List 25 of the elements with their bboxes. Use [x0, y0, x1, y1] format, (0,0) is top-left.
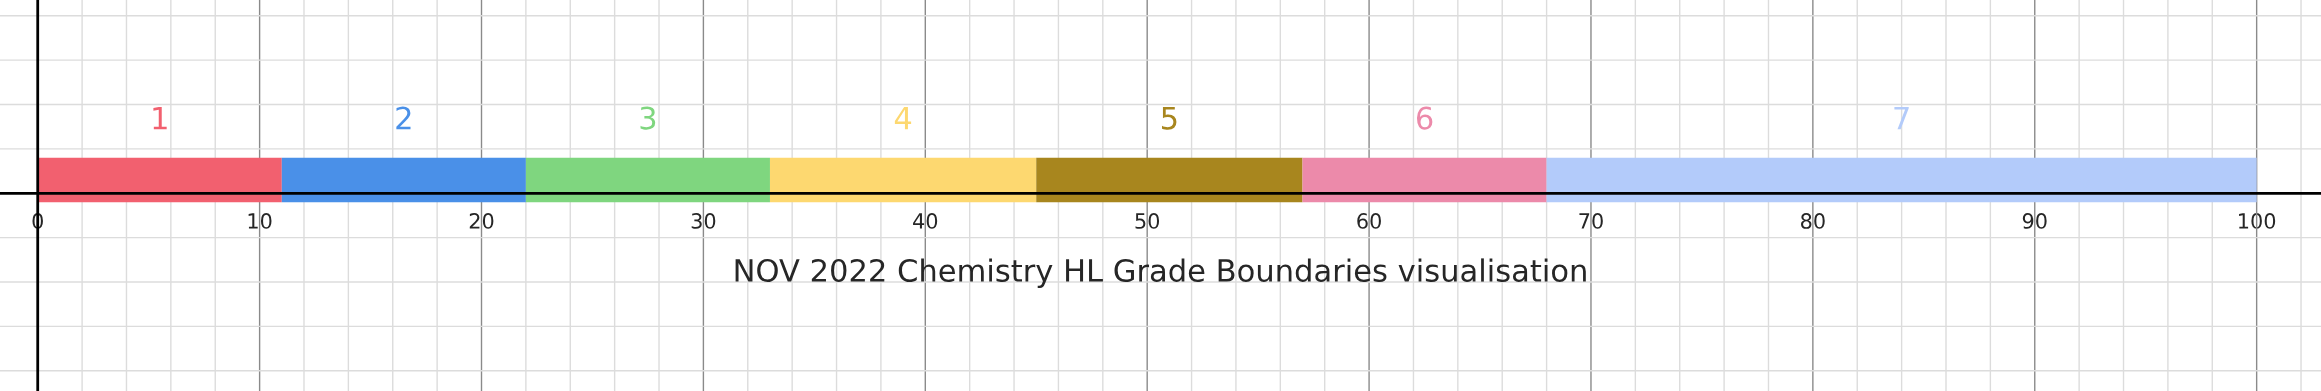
x-tick-label: 40	[913, 213, 938, 229]
series-label: 5	[1162, 106, 1177, 130]
series-label: 7	[1894, 106, 1909, 130]
x-tick-label: 20	[469, 213, 494, 229]
bar	[281, 157, 526, 203]
x-tick-label: 80	[1801, 213, 1825, 229]
series-label: 3	[640, 106, 656, 130]
x-tick-label: 30	[691, 213, 716, 229]
series-label: 6	[1416, 106, 1433, 130]
x-tick-label: 90	[2022, 213, 2047, 229]
series-label: 1	[153, 106, 167, 130]
bar	[769, 157, 1037, 203]
x-tick-label: 100	[2239, 213, 2276, 229]
bar	[1036, 157, 1303, 203]
x-tick-label: 70	[1579, 213, 1603, 229]
bar	[525, 157, 770, 203]
x-tick-label: 60	[1357, 213, 1381, 229]
series-label: 4	[894, 106, 912, 130]
text: NOV 2022 Chemistry HL Grade Boundaries visualisation	[735, 258, 1586, 288]
x-tick-label: 50	[1135, 213, 1160, 229]
bar	[1546, 157, 2257, 203]
bar	[37, 157, 282, 203]
bar	[1302, 157, 1547, 203]
series-label: 2	[396, 106, 411, 130]
x-tick-label: 10	[248, 213, 272, 229]
